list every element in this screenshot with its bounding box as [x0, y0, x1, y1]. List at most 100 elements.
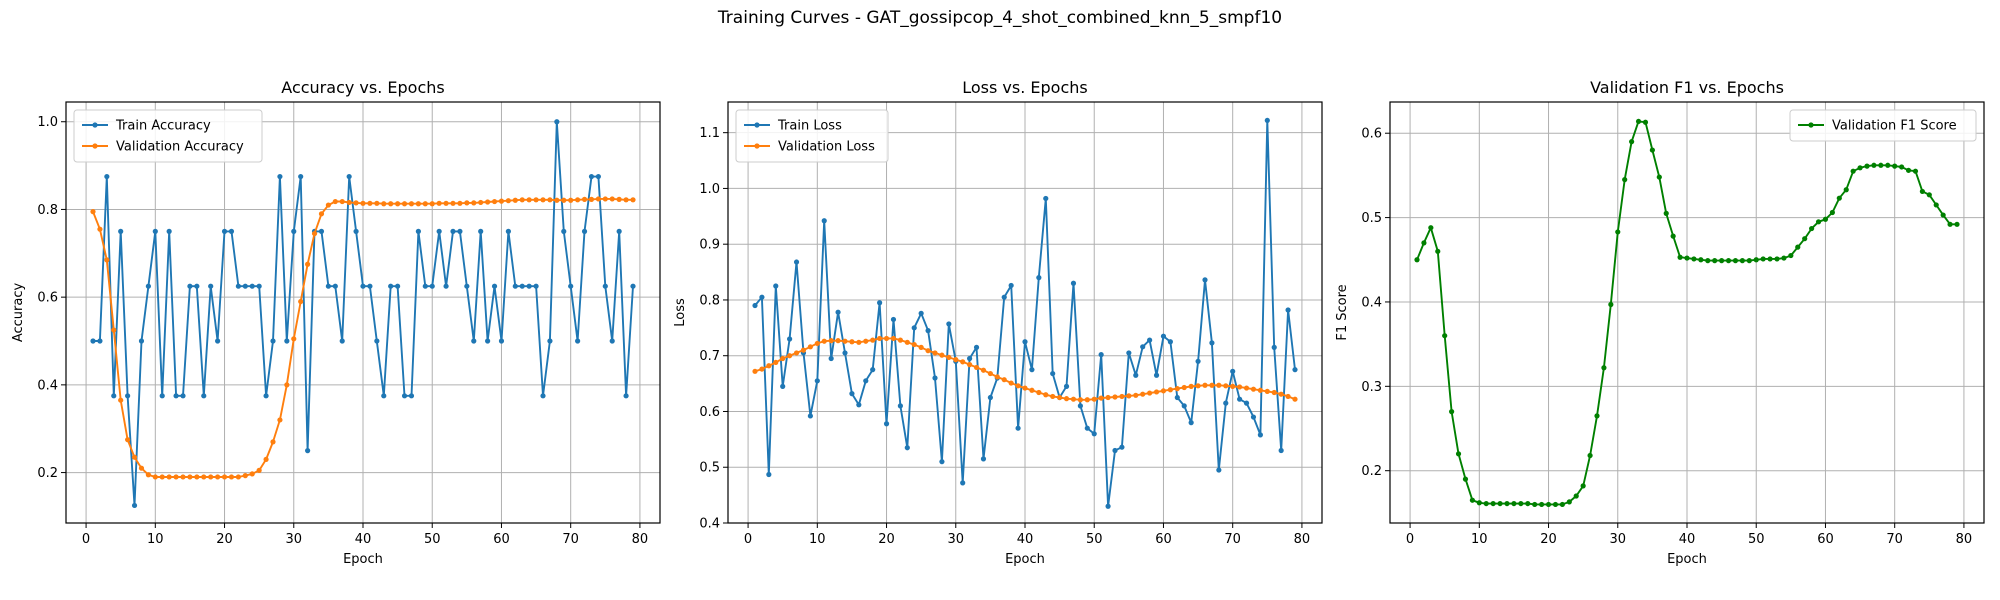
data-point	[752, 302, 758, 309]
chart-title: Validation F1 vs. Epochs	[1590, 78, 1784, 97]
data-point	[1160, 388, 1167, 394]
data-point	[960, 480, 966, 486]
data-point	[194, 283, 200, 289]
data-point	[835, 338, 841, 344]
y-tick-label: 0.2	[37, 466, 58, 481]
y-tick-label: 1.0	[37, 115, 58, 130]
legend-marker	[754, 122, 760, 128]
x-tick-label: 80	[1956, 532, 1973, 547]
data-point	[1292, 396, 1298, 402]
legend-marker	[1808, 122, 1814, 128]
data-point	[1912, 168, 1919, 174]
data-point	[1112, 394, 1118, 400]
data-point	[946, 321, 952, 327]
data-point	[821, 338, 827, 344]
data-point	[201, 474, 207, 480]
data-point	[1202, 382, 1208, 388]
data-point	[221, 474, 228, 480]
chart-title: Loss vs. Epochs	[962, 78, 1087, 97]
data-point	[1264, 388, 1270, 395]
data-point	[173, 474, 179, 480]
data-point	[1649, 147, 1655, 153]
data-point	[1566, 499, 1572, 505]
data-point	[388, 283, 394, 289]
data-point	[443, 200, 449, 206]
data-point	[568, 283, 574, 289]
data-point	[1084, 425, 1090, 431]
y-tick-label: 1.1	[699, 126, 720, 141]
data-point	[773, 283, 779, 289]
data-point	[1864, 163, 1870, 169]
data-point	[519, 197, 525, 203]
data-point	[1237, 396, 1243, 402]
data-point	[125, 393, 131, 399]
data-point	[1469, 497, 1475, 503]
data-point	[918, 310, 924, 316]
data-point	[987, 394, 993, 401]
data-point	[616, 228, 622, 234]
x-tick-label: 70	[1886, 532, 1903, 547]
data-point	[1767, 256, 1773, 262]
data-point	[194, 474, 200, 480]
x-tick-label: 50	[424, 532, 441, 547]
chart-title: Accuracy vs. Epochs	[281, 78, 444, 97]
data-point	[1642, 119, 1649, 125]
data-point	[630, 197, 636, 203]
x-tick-label: 10	[1471, 532, 1488, 547]
data-point	[1802, 236, 1808, 242]
x-tick-label: 40	[1679, 532, 1696, 547]
data-point	[1760, 256, 1766, 262]
legend-label: Validation Accuracy	[116, 140, 244, 155]
data-point	[581, 228, 588, 234]
data-point	[883, 335, 890, 342]
data-point	[960, 359, 966, 365]
data-point	[1001, 294, 1007, 300]
data-point	[1050, 370, 1056, 377]
x-tick-label: 60	[1817, 532, 1834, 547]
data-point	[1167, 387, 1173, 393]
data-point	[159, 474, 165, 480]
data-point	[242, 473, 248, 479]
data-point	[221, 228, 228, 234]
data-point	[1476, 500, 1482, 506]
y-tick-label: 0.3	[1361, 380, 1382, 395]
data-point	[1105, 394, 1111, 401]
data-point	[353, 200, 359, 206]
data-point	[277, 173, 283, 180]
data-point	[1428, 225, 1434, 231]
data-point	[1257, 387, 1263, 393]
data-point	[1153, 372, 1160, 378]
data-point	[1635, 118, 1642, 125]
data-point	[208, 474, 214, 480]
data-point	[1753, 257, 1759, 263]
y-tick-label: 0.4	[1361, 295, 1382, 310]
data-point	[408, 201, 415, 207]
data-point	[1573, 493, 1579, 499]
data-point	[1243, 385, 1250, 391]
data-point	[1278, 447, 1284, 454]
data-point	[1209, 382, 1215, 388]
y-axis-label: Loss	[673, 298, 688, 327]
data-point	[131, 454, 138, 460]
data-point	[381, 201, 387, 207]
data-point	[298, 298, 304, 305]
x-tick-label: 40	[355, 532, 372, 547]
data-point	[1622, 177, 1628, 183]
data-point	[856, 402, 862, 408]
data-point	[568, 197, 574, 203]
data-point	[90, 338, 96, 344]
data-point	[443, 283, 449, 289]
data-point	[1421, 240, 1427, 246]
data-point	[1250, 386, 1257, 392]
data-point	[953, 357, 959, 363]
data-point	[491, 198, 498, 205]
data-point	[1518, 500, 1524, 507]
data-point	[1195, 383, 1201, 389]
data-point	[1022, 385, 1028, 391]
data-point	[1954, 221, 1960, 227]
data-point	[1532, 501, 1538, 508]
data-point	[166, 228, 172, 234]
data-point	[980, 367, 987, 373]
data-point	[395, 201, 401, 207]
